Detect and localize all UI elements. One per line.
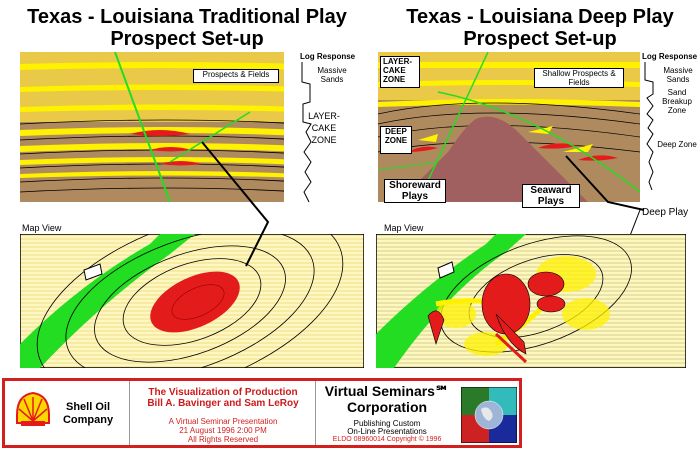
right-title-line1: Texas - Louisiana Deep Play xyxy=(406,6,674,28)
left-map-view-label: Map View xyxy=(22,223,62,233)
rights-line: All Rights Reserved xyxy=(187,435,259,444)
left-title-line1: Texas - Louisiana Traditional Play xyxy=(27,6,347,28)
left-massive-sands: Massive Sands xyxy=(317,66,347,84)
vs-line2: Corporation xyxy=(346,399,428,415)
left-log-response: Log Response xyxy=(300,52,356,61)
right-red-fields xyxy=(427,271,566,355)
right-deep-zone-log: Deep Zone xyxy=(657,140,697,149)
shell-company-name: Shell Oil Company xyxy=(62,401,114,426)
right-yellow-sands xyxy=(436,256,610,356)
authors: Bill A. Bavinger and Sam LeRoy xyxy=(147,398,299,409)
footer-banner: Shell Oil Company The Visualization of P… xyxy=(2,378,522,448)
left-well-marker xyxy=(83,263,103,281)
left-map-view xyxy=(20,234,364,368)
left-red-field xyxy=(150,271,240,333)
right-seaward-label: Seaward Plays xyxy=(522,184,580,208)
right-log-response: Log Response xyxy=(642,52,698,61)
online-line: On-Line Presentations xyxy=(347,427,427,436)
vis-title: The Visualization of Production xyxy=(148,387,298,398)
right-massive-sands: Massive Sands xyxy=(663,66,693,84)
left-prospects-label: Prospects & Fields xyxy=(193,69,279,83)
left-fault-line xyxy=(114,52,171,202)
right-map-view xyxy=(376,234,686,368)
left-title-line2: Prospect Set-up xyxy=(110,28,264,50)
right-deep-zone-label: DEEP ZONE xyxy=(380,126,412,154)
right-sand-breakup: Sand Breakup Zone xyxy=(662,88,692,115)
shell-logo xyxy=(16,391,50,426)
right-layer-cake-label: LAYER-CAKE ZONE xyxy=(380,56,420,88)
right-title-line2: Prospect Set-up xyxy=(463,28,617,50)
footer-divider-2 xyxy=(315,381,316,445)
right-shallow-prospects: Shallow Prospects & Fields xyxy=(534,68,624,88)
vs-line1: Virtual Seminars℠ xyxy=(324,383,450,399)
deep-play-label: Deep Play xyxy=(642,207,689,218)
footer-divider-1 xyxy=(129,381,130,445)
left-green-fault xyxy=(20,234,195,368)
eldo-line: ELDO 08960014 Copyright © 1996 xyxy=(332,436,442,443)
right-log-curve xyxy=(644,62,654,191)
left-callout-line xyxy=(201,141,270,267)
right-map-view-label: Map View xyxy=(384,223,424,233)
virtual-seminars-logo xyxy=(461,387,517,443)
left-log-curve xyxy=(301,62,312,203)
left-layer-cake-label: LAYER-CAKE ZONE xyxy=(308,111,340,145)
publishing-line: Publishing Custom xyxy=(353,419,421,428)
presentation-line: A Virtual Seminar Presentation xyxy=(168,417,278,426)
date-line: 21 August 1996 2:00 PM xyxy=(179,426,267,435)
right-shoreward-label: Shoreward Plays xyxy=(384,179,446,203)
